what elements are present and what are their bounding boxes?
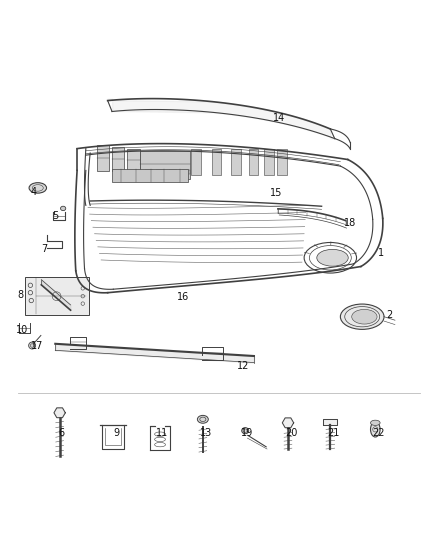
- FancyBboxPatch shape: [249, 149, 258, 175]
- FancyBboxPatch shape: [231, 149, 241, 175]
- Text: 8: 8: [17, 290, 23, 300]
- FancyBboxPatch shape: [191, 149, 201, 175]
- Polygon shape: [323, 419, 337, 425]
- Polygon shape: [283, 418, 293, 427]
- Text: 9: 9: [113, 429, 120, 438]
- FancyBboxPatch shape: [97, 145, 109, 171]
- FancyBboxPatch shape: [112, 147, 124, 171]
- FancyBboxPatch shape: [264, 149, 274, 175]
- Text: 15: 15: [270, 188, 283, 198]
- Text: 12: 12: [237, 361, 249, 371]
- FancyBboxPatch shape: [25, 277, 89, 314]
- Text: 18: 18: [344, 218, 356, 228]
- Text: 17: 17: [31, 341, 43, 351]
- Text: 4: 4: [30, 187, 36, 197]
- Circle shape: [28, 342, 35, 349]
- Ellipse shape: [29, 183, 46, 193]
- Text: 20: 20: [285, 429, 297, 438]
- FancyBboxPatch shape: [127, 149, 140, 171]
- Text: 2: 2: [386, 310, 392, 319]
- Ellipse shape: [371, 420, 380, 425]
- FancyBboxPatch shape: [277, 149, 287, 175]
- Ellipse shape: [60, 206, 66, 211]
- Ellipse shape: [371, 422, 380, 437]
- Text: 10: 10: [15, 325, 28, 335]
- FancyBboxPatch shape: [140, 151, 190, 179]
- Text: 6: 6: [59, 429, 65, 438]
- Ellipse shape: [317, 249, 348, 266]
- Text: 7: 7: [41, 244, 47, 254]
- FancyBboxPatch shape: [112, 169, 188, 182]
- Text: 5: 5: [52, 211, 58, 221]
- Ellipse shape: [242, 427, 249, 434]
- FancyBboxPatch shape: [212, 149, 221, 175]
- Text: 14: 14: [273, 113, 286, 123]
- Text: 22: 22: [372, 429, 385, 438]
- Polygon shape: [54, 408, 65, 418]
- Text: 11: 11: [156, 429, 168, 438]
- Ellipse shape: [198, 415, 208, 423]
- Text: 21: 21: [328, 429, 340, 438]
- Text: 1: 1: [378, 248, 384, 259]
- Ellipse shape: [340, 304, 384, 329]
- Ellipse shape: [352, 309, 377, 324]
- Text: 13: 13: [200, 429, 212, 438]
- Text: 19: 19: [241, 429, 254, 438]
- Text: 16: 16: [177, 292, 189, 302]
